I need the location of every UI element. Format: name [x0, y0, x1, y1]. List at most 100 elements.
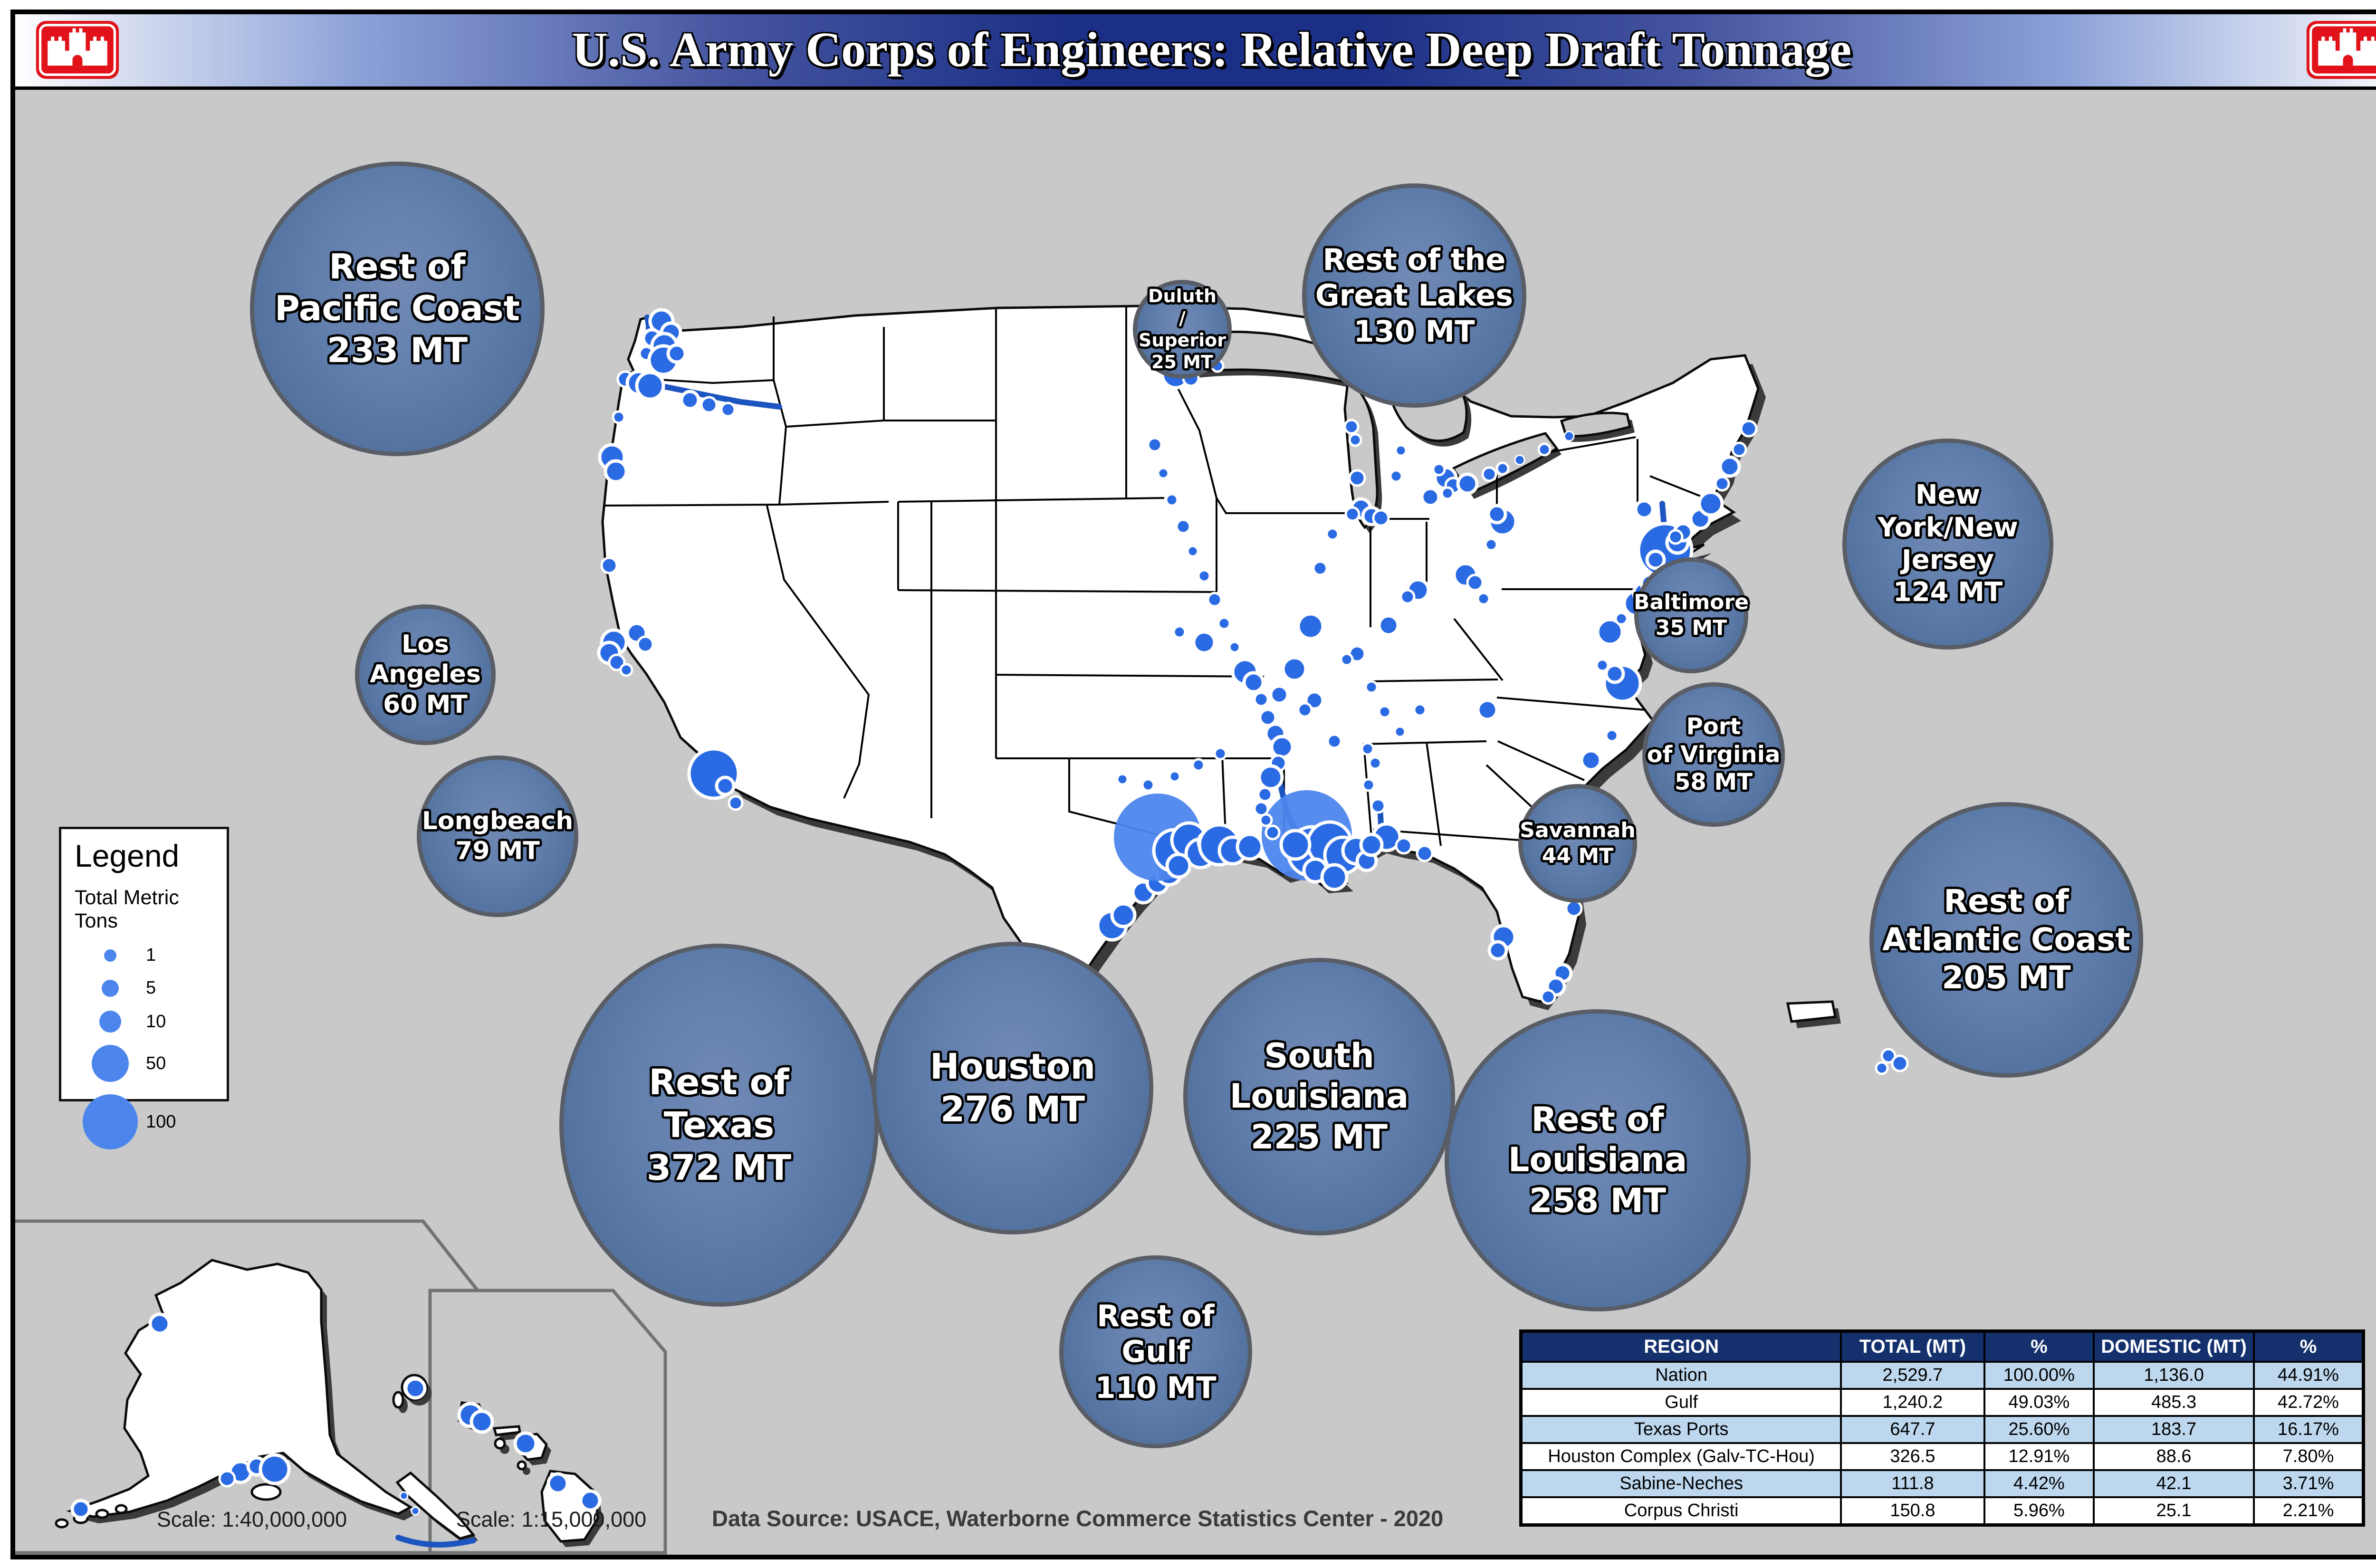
table-header-cell: % [1983, 1330, 2095, 1363]
port-tonnage-dot [1270, 735, 1294, 759]
port-tonnage-dot [1667, 529, 1684, 545]
port-tonnage-dot [1269, 684, 1290, 705]
legend-item-label: 1 [146, 945, 156, 965]
poster-frame: U.S. Army Corps of Engineers: Relative D… [10, 10, 2376, 1559]
bubble-label-line: 124 MT [1893, 577, 2003, 608]
legend-dot-cell [75, 1094, 146, 1149]
table-cell: 111.8 [1840, 1469, 1985, 1498]
port-tonnage-dot [1432, 462, 1446, 477]
legend: Legend Total Metric Tons 1 5 10 50 100 [59, 827, 229, 1149]
bubble-label-line: 205 MT [1942, 959, 2071, 996]
bubble-label-line: 233 MT [326, 330, 468, 370]
port-tonnage-dot [411, 1506, 420, 1516]
port-tonnage-dot [1399, 589, 1416, 605]
port-tonnage-dot [1731, 441, 1747, 458]
data-source-note: Data Source: USACE, Waterborne Commerce … [712, 1506, 1444, 1531]
port-tonnage-dot [1117, 774, 1128, 785]
port-tonnage-dot [1413, 703, 1427, 717]
port-tonnage-dot [1165, 852, 1192, 879]
table-cell: 25.1 [2093, 1496, 2255, 1526]
table-header-cell: REGION [1520, 1330, 1842, 1363]
legend-items: 1 5 10 50 100 [75, 945, 227, 1149]
table-cell: 2.21% [2252, 1496, 2365, 1526]
port-tonnage-dot [1197, 569, 1211, 583]
region-tonnage-table: REGION TOTAL (MT)% DOMESTIC (MT)% Nation 2,… [1519, 1329, 2365, 1527]
port-tonnage-dot [1359, 832, 1384, 857]
bubble-label-line: 35 MT [1655, 616, 1727, 640]
table-cell: 100.00% [1983, 1361, 2095, 1390]
table-cell: 1,240.2 [1840, 1388, 1985, 1417]
table-cell: 2,529.7 [1840, 1361, 1985, 1390]
port-tonnage-dot [1634, 499, 1655, 520]
legend-item-label: 50 [146, 1053, 166, 1073]
table-cell: 183.7 [2093, 1415, 2255, 1444]
port-tonnage-dot [399, 1491, 409, 1501]
port-tonnage-dot [1265, 824, 1281, 841]
legend-dot-cell [75, 1011, 146, 1033]
port-tonnage-dot [1187, 545, 1198, 557]
port-tonnage-dot [1242, 671, 1265, 694]
bubble-label-line: 79 MT [455, 837, 540, 865]
bubble-label-line: 130 MT [1353, 314, 1475, 349]
legend-item-label: 5 [146, 978, 156, 998]
region-bubble-duluth-superior: Duluth / Superior 25 MT [1133, 280, 1232, 379]
port-tonnage-dot [715, 775, 736, 796]
port-tonnage-dot [1880, 1048, 1897, 1064]
table-row: Gulf 1,240.2 49.03% 485.3 42.72% [1520, 1388, 2365, 1417]
port-tonnage-dot [1372, 509, 1390, 527]
table-cell: 150.8 [1840, 1496, 1985, 1526]
table-header-cell: DOMESTIC (MT) [2093, 1330, 2255, 1363]
region-bubble-south-louisiana: South Louisiana 225 MT [1183, 958, 1455, 1235]
legend-item: 10 [75, 1011, 227, 1033]
bubble-label-line: Louisiana [1229, 1077, 1409, 1116]
port-tonnage-dot [1595, 658, 1610, 672]
port-tonnage-dot [1495, 461, 1510, 476]
table-cell: 7.80% [2252, 1442, 2365, 1471]
region-bubble-new-york-new-jersey: New York/New Jersey 124 MT [1842, 439, 2053, 650]
lake-ontario [1560, 411, 1631, 438]
port-tonnage-dot [728, 795, 744, 811]
port-tonnage-dot [1253, 691, 1269, 708]
port-tonnage-dot [1348, 469, 1366, 487]
legend-size-dot [83, 1094, 138, 1149]
port-tonnage-dot [1340, 652, 1354, 667]
bubble-label-line: Louisiana [1508, 1140, 1687, 1180]
table-row: Sabine-Neches 111.8 4.42% 42.1 3.71% [1520, 1469, 2365, 1498]
port-tonnage-dot [1718, 455, 1741, 478]
alaska-scale-label: Scale: 1:40,000,000 [156, 1507, 347, 1531]
bubble-label-line: 225 MT [1251, 1117, 1388, 1157]
port-tonnage-dot [546, 1472, 569, 1495]
port-tonnage-dot [612, 410, 626, 424]
title-band: U.S. Army Corps of Engineers: Relative D… [15, 14, 2376, 90]
table-cell: 42.72% [2252, 1388, 2365, 1417]
port-tonnage-dot [1395, 837, 1413, 855]
port-tonnage-dot [1257, 786, 1273, 803]
port-tonnage-dot [579, 1489, 602, 1512]
table-cell: 3.71% [2252, 1469, 2365, 1498]
table-head: REGION TOTAL (MT)% DOMESTIC (MT)% [1520, 1330, 2365, 1363]
port-tonnage-dot [1580, 749, 1602, 772]
port-tonnage-dot [1213, 746, 1227, 761]
legend-subtitle: Total Metric Tons [75, 886, 179, 932]
port-tonnage-dot [1697, 490, 1724, 517]
table-row: Corpus Christi 150.8 5.96% 25.1 2.21% [1520, 1496, 2365, 1526]
port-tonnage-dot [1344, 506, 1360, 522]
port-tonnage-dot [1645, 549, 1666, 570]
port-tonnage-dot [1537, 442, 1552, 457]
table-cell: Texas Ports [1520, 1415, 1842, 1444]
port-tonnage-dot [1416, 844, 1434, 862]
bubble-label-line: Atlantic Coast [1882, 921, 2131, 958]
port-tonnage-dot [1514, 454, 1525, 466]
hawaii-scale-label: Scale: 1:15,000,000 [456, 1507, 647, 1531]
bubble-label-line: South [1264, 1036, 1374, 1075]
port-tonnage-dot [1147, 437, 1163, 453]
bubble-label-line: / Superior [1138, 307, 1226, 351]
port-tonnage-dot [604, 459, 628, 484]
table-cell: 12.91% [1983, 1442, 2095, 1471]
bubble-label-line: 25 MT [1151, 352, 1213, 373]
bubble-label-line: Longbeach [422, 806, 574, 835]
region-bubble-longbeach: Longbeach 79 MT [417, 755, 578, 917]
port-tonnage-dot [1891, 1054, 1909, 1072]
table-cell: 88.6 [2093, 1442, 2255, 1471]
bubble-label-line: 276 MT [940, 1089, 1085, 1130]
